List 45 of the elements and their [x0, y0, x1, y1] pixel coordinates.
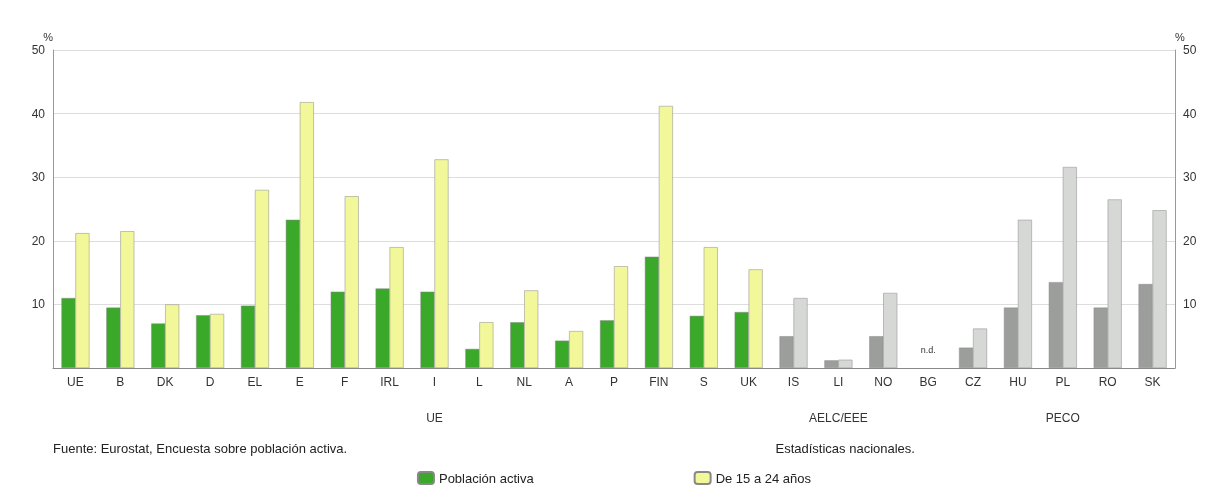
y-tick-label: 40	[31, 106, 46, 121]
source-note: Fuente: Eurostat, Encuesta sobre población activa.	[53, 441, 348, 456]
x-tick-label: UE	[67, 375, 84, 389]
text: AELC/EEE	[809, 411, 868, 425]
x-tick-label: E	[295, 375, 304, 389]
x-tick-label: P	[609, 375, 619, 389]
x-tick-label: RO	[1098, 375, 1117, 389]
text: UE	[426, 411, 443, 425]
x-tick-label: DK	[156, 375, 174, 389]
x-tick-label: HU	[1009, 375, 1027, 389]
x-tick-label: IRL	[380, 375, 400, 389]
x-tick-label: BG	[919, 375, 937, 389]
x-tick-label: IS	[787, 375, 800, 389]
x-tick-label: LI	[833, 375, 844, 389]
y2-tick-label: 40	[1183, 106, 1197, 121]
x-tick-label: EL	[247, 375, 263, 389]
x-tick-label: PL	[1055, 375, 1071, 389]
y2-tick-label: 30	[1183, 170, 1197, 185]
x-tick-label: NO	[874, 375, 893, 389]
y-tick-label: 50	[31, 43, 46, 57]
x-tick-label: I	[432, 375, 437, 389]
x-tick-label: L	[476, 375, 484, 389]
y2-axis-title: %	[1175, 30, 1185, 43]
x-tick-label: B	[116, 375, 125, 389]
x-tick-label: D	[205, 375, 215, 389]
x-tick-label: CZ	[965, 375, 982, 389]
legend-label: Población activa	[438, 470, 535, 486]
text: PECO	[1045, 411, 1080, 425]
y-tick-label: 20	[31, 233, 46, 248]
y2-tick-label: 10	[1183, 297, 1197, 312]
text: Estadísticas nacionales.	[775, 441, 915, 456]
y-axis-title: %	[43, 30, 54, 43]
y2-tick-label: 20	[1183, 233, 1197, 248]
y-tick-label: 30	[31, 170, 46, 185]
y-tick-label: 10	[31, 297, 46, 312]
x-tick-label: F	[341, 375, 349, 389]
x-tick-label: UK	[740, 375, 757, 389]
x-tick-label: S	[699, 375, 708, 389]
x-tick-label: A	[565, 375, 574, 389]
x-tick-label: NL	[516, 375, 533, 389]
x-tick-label: SK	[1144, 375, 1161, 389]
x-tick-label: FIN	[649, 375, 669, 389]
annotation: n.d.	[920, 345, 936, 355]
y2-tick-label: 50	[1183, 43, 1197, 57]
legend-label: De 15 a 24 años	[715, 470, 812, 486]
